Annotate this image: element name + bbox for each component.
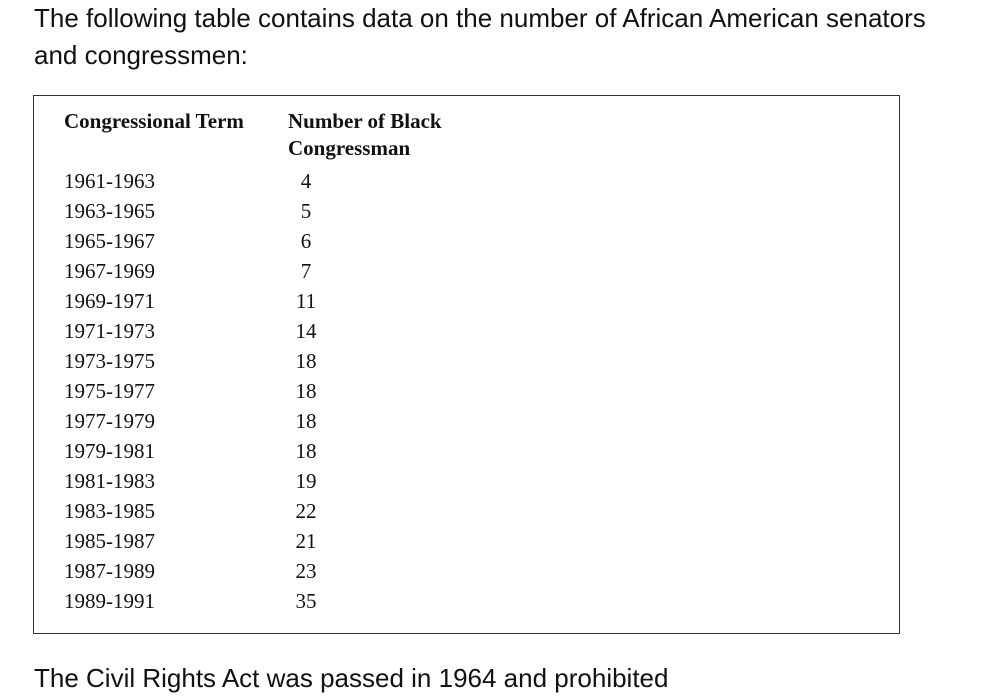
cell-count: 6	[300, 229, 312, 253]
cell-count: 19	[295, 469, 317, 493]
table-row: 1965-1967 6	[64, 226, 488, 256]
intro-paragraph: The following table contains data on the…	[34, 3, 926, 70]
table-row: 1981-1983 19	[64, 466, 488, 496]
cell-count-wrapper: 6	[288, 226, 488, 256]
cell-term: 1975-1977	[64, 379, 155, 403]
cell-term: 1977-1979	[64, 409, 155, 433]
cell-count-wrapper: 7	[288, 256, 488, 286]
cell-count: 35	[295, 589, 317, 613]
cell-term: 1973-1975	[64, 349, 155, 373]
table-row: 1983-1985 22	[64, 496, 488, 526]
cell-term: 1989-1991	[64, 589, 155, 613]
table-row: 1973-1975 18	[64, 346, 488, 376]
table-body: 1961-1963 4 1963-1965 5 1965-1967 6 1967-1969 7…	[64, 166, 488, 616]
table-row: 1963-1965 5	[64, 196, 488, 226]
cell-count-wrapper: 18	[288, 376, 488, 406]
cell-term: 1987-1989	[64, 559, 155, 583]
table-row: 1971-1973 14	[64, 316, 488, 346]
cell-count-wrapper: 11	[288, 286, 488, 316]
cell-count: 21	[295, 529, 317, 553]
cell-count-wrapper: 18	[288, 346, 488, 376]
cell-term: 1981-1983	[64, 469, 155, 493]
cell-count: 23	[295, 559, 317, 583]
cell-count-wrapper: 14	[288, 316, 488, 346]
cell-count: 4	[300, 169, 312, 193]
table-row: 1969-1971 11	[64, 286, 488, 316]
cell-count: 18	[295, 379, 317, 403]
table-row: 1985-1987 21	[64, 526, 488, 556]
congress-data-table: Congressional Term Number of Black Congr…	[64, 108, 488, 616]
cell-count: 18	[295, 349, 317, 373]
cell-count-wrapper: 18	[288, 406, 488, 436]
table-figure: Congressional Term Number of Black Congr…	[33, 95, 900, 634]
cell-count-wrapper: 4	[288, 166, 488, 196]
cell-count-wrapper: 22	[288, 496, 488, 526]
cell-term: 1963-1965	[64, 199, 155, 223]
cell-term: 1971-1973	[64, 319, 155, 343]
cell-term: 1961-1963	[64, 169, 155, 193]
cell-term: 1965-1967	[64, 229, 155, 253]
cell-count: 7	[300, 259, 312, 283]
table-header-row: Congressional Term Number of Black Congr…	[64, 108, 488, 166]
table-row: 1987-1989 23	[64, 556, 488, 586]
cell-term: 1979-1981	[64, 439, 155, 463]
cell-term: 1967-1969	[64, 259, 155, 283]
table-row: 1961-1963 4	[64, 166, 488, 196]
cell-count-wrapper: 35	[288, 586, 488, 616]
outro-paragraph: The Civil Rights Act was passed in 1964 …	[34, 663, 669, 693]
cell-term: 1983-1985	[64, 499, 155, 523]
cell-count: 22	[295, 499, 317, 523]
header-congressional-term: Congressional Term	[64, 109, 244, 133]
header-number-of-black-congressman: Number of Black Congressman	[288, 109, 442, 160]
cell-count: 18	[295, 409, 317, 433]
cell-count-wrapper: 21	[288, 526, 488, 556]
cell-term: 1969-1971	[64, 289, 155, 313]
cell-count: 11	[295, 289, 317, 313]
cell-count-wrapper: 23	[288, 556, 488, 586]
cell-count-wrapper: 19	[288, 466, 488, 496]
table-row: 1979-1981 18	[64, 436, 488, 466]
cell-count: 5	[300, 199, 312, 223]
cell-count-wrapper: 5	[288, 196, 488, 226]
table-row: 1989-1991 35	[64, 586, 488, 616]
cell-count-wrapper: 18	[288, 436, 488, 466]
table-row: 1977-1979 18	[64, 406, 488, 436]
cell-count: 14	[295, 319, 317, 343]
table-row: 1975-1977 18	[64, 376, 488, 406]
table-row: 1967-1969 7	[64, 256, 488, 286]
cell-term: 1985-1987	[64, 529, 155, 553]
cell-count: 18	[295, 439, 317, 463]
